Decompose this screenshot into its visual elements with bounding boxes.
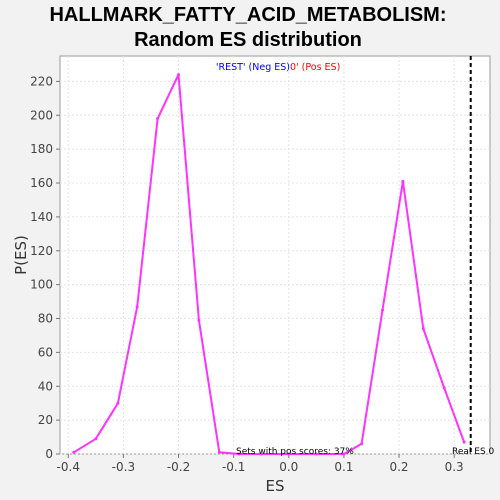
y-tick-label: 40 (38, 379, 53, 393)
x-axis-label: ES (266, 477, 285, 495)
real-es-label: Real ES 0 (452, 447, 495, 457)
x-axis-ticks: -0.4 -0.3 -0.2 -0.1 0.0 0.1 0.2 0.3 (57, 454, 464, 474)
series-point (314, 452, 318, 456)
series-point (381, 308, 384, 312)
y-axis-ticks: 0 20 40 60 80 100 120 140 160 180 200 220 (30, 74, 60, 461)
series-point (197, 318, 201, 322)
x-tick-label: 0.1 (334, 460, 353, 474)
y-tick-label: 180 (30, 142, 53, 156)
series-point (94, 437, 98, 441)
series-point (135, 305, 139, 309)
series-point (237, 452, 241, 456)
y-tick-label: 60 (38, 345, 53, 359)
series-point (462, 440, 466, 444)
series-point (342, 452, 346, 456)
series-point (116, 401, 120, 405)
series-point (156, 117, 160, 121)
y-tick-label: 200 (30, 108, 53, 122)
y-tick-label: 100 (30, 278, 53, 292)
x-tick-label: -0.4 (57, 460, 80, 474)
x-tick-label: -0.1 (222, 460, 245, 474)
chart-title-line2: Random ES distribution (134, 29, 362, 51)
y-tick-label: 220 (30, 74, 53, 88)
x-tick-label: -0.2 (167, 460, 190, 474)
pos-scores-annotation: Sets with pos scores: 37% (236, 447, 354, 457)
legend-neg-label: 'REST' (Neg ES) (216, 62, 290, 73)
series-point (259, 452, 263, 456)
series-point (360, 442, 364, 446)
series-point (217, 450, 221, 454)
y-axis-label: P(ES) (12, 235, 30, 275)
y-tick-label: 20 (38, 413, 53, 427)
y-tick-label: 160 (30, 176, 53, 190)
y-tick-label: 80 (38, 312, 53, 326)
x-tick-label: 0.3 (445, 460, 464, 474)
series-group (72, 73, 466, 456)
x-tick-label: 0.2 (389, 460, 408, 474)
series-point (287, 452, 291, 456)
series-point (72, 450, 76, 454)
y-tick-label: 0 (45, 447, 53, 461)
legend-pos-label: 0' (Pos ES) (290, 62, 340, 73)
y-tick-label: 120 (30, 244, 53, 258)
series-point (421, 327, 425, 331)
series-point (177, 73, 181, 77)
series-point (401, 179, 405, 183)
y-tick-label: 140 (30, 210, 53, 224)
plot-area (59, 55, 491, 455)
x-tick-label: -0.3 (112, 460, 135, 474)
chart-title-line1: HALLMARK_FATTY_ACID_METABOLISM: (49, 4, 446, 26)
series-point (442, 386, 446, 390)
x-tick-label: 0.0 (279, 460, 298, 474)
